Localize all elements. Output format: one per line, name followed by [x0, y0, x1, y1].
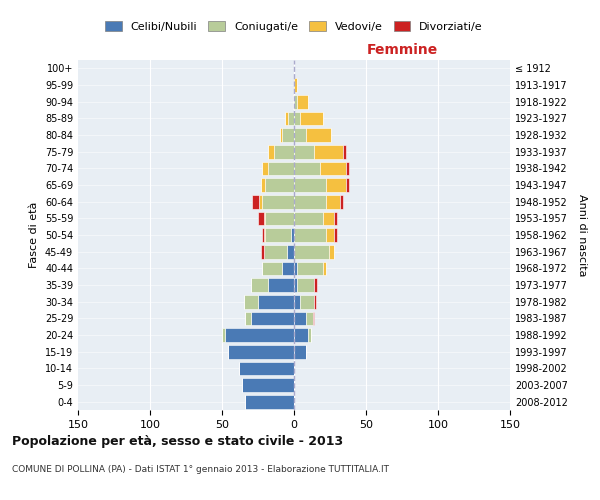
Bar — [326, 178, 346, 192]
Bar — [314, 295, 316, 308]
Bar — [262, 195, 294, 208]
Bar — [259, 195, 262, 208]
Bar — [239, 362, 294, 375]
Bar — [268, 162, 294, 175]
Bar — [294, 345, 305, 358]
Bar — [258, 295, 294, 308]
Bar — [287, 245, 294, 258]
Bar — [262, 262, 283, 275]
Bar — [300, 295, 314, 308]
Bar — [265, 212, 294, 225]
Bar — [314, 145, 343, 158]
Bar — [288, 112, 294, 125]
Bar — [262, 162, 268, 175]
Bar — [268, 145, 274, 158]
Text: Femmine: Femmine — [367, 42, 437, 56]
Bar — [294, 78, 297, 92]
Bar — [340, 195, 343, 208]
Bar — [268, 278, 294, 292]
Bar — [294, 262, 297, 275]
Bar — [294, 162, 320, 175]
Bar — [258, 212, 264, 225]
Bar — [294, 112, 300, 125]
Bar — [314, 278, 317, 292]
Bar — [294, 278, 297, 292]
Bar — [294, 212, 323, 225]
Bar — [313, 312, 314, 325]
Bar — [334, 228, 337, 242]
Bar — [294, 295, 300, 308]
Bar — [323, 212, 334, 225]
Bar — [242, 378, 294, 392]
Legend: Celibi/Nubili, Coniugati/e, Vedovi/e, Divorziati/e: Celibi/Nubili, Coniugati/e, Vedovi/e, Di… — [101, 16, 487, 36]
Bar — [294, 328, 308, 342]
Bar — [294, 312, 305, 325]
Bar — [245, 395, 294, 408]
Bar — [251, 312, 294, 325]
Bar — [222, 328, 225, 342]
Bar — [326, 228, 334, 242]
Bar — [265, 228, 291, 242]
Bar — [225, 328, 294, 342]
Bar — [261, 245, 264, 258]
Bar — [294, 145, 314, 158]
Bar — [297, 278, 314, 292]
Bar — [334, 212, 337, 225]
Bar — [264, 245, 287, 258]
Bar — [293, 95, 294, 108]
Bar — [264, 212, 265, 225]
Bar — [265, 178, 294, 192]
Bar — [251, 278, 268, 292]
Bar — [305, 312, 313, 325]
Bar — [294, 228, 326, 242]
Bar — [320, 162, 346, 175]
Bar — [297, 262, 323, 275]
Bar — [300, 112, 323, 125]
Bar — [245, 312, 251, 325]
Bar — [346, 178, 349, 192]
Bar — [294, 128, 305, 142]
Bar — [294, 195, 326, 208]
Bar — [294, 178, 326, 192]
Bar — [262, 228, 264, 242]
Y-axis label: Fasce di età: Fasce di età — [29, 202, 39, 268]
Bar — [323, 262, 326, 275]
Bar — [274, 145, 294, 158]
Bar — [308, 328, 311, 342]
Bar — [343, 145, 346, 158]
Bar — [305, 128, 331, 142]
Bar — [252, 195, 259, 208]
Bar — [283, 262, 294, 275]
Bar — [294, 95, 297, 108]
Bar — [291, 228, 294, 242]
Bar — [297, 95, 308, 108]
Bar — [261, 178, 265, 192]
Y-axis label: Anni di nascita: Anni di nascita — [577, 194, 587, 276]
Text: COMUNE DI POLLINA (PA) - Dati ISTAT 1° gennaio 2013 - Elaborazione TUTTITALIA.IT: COMUNE DI POLLINA (PA) - Dati ISTAT 1° g… — [12, 465, 389, 474]
Bar — [264, 228, 265, 242]
Bar — [244, 295, 258, 308]
Bar — [326, 195, 340, 208]
Bar — [294, 245, 329, 258]
Text: Popolazione per età, sesso e stato civile - 2013: Popolazione per età, sesso e stato civil… — [12, 435, 343, 448]
Bar — [283, 128, 294, 142]
Bar — [329, 245, 334, 258]
Bar — [346, 162, 349, 175]
Bar — [286, 112, 288, 125]
Bar — [228, 345, 294, 358]
Bar — [280, 128, 283, 142]
